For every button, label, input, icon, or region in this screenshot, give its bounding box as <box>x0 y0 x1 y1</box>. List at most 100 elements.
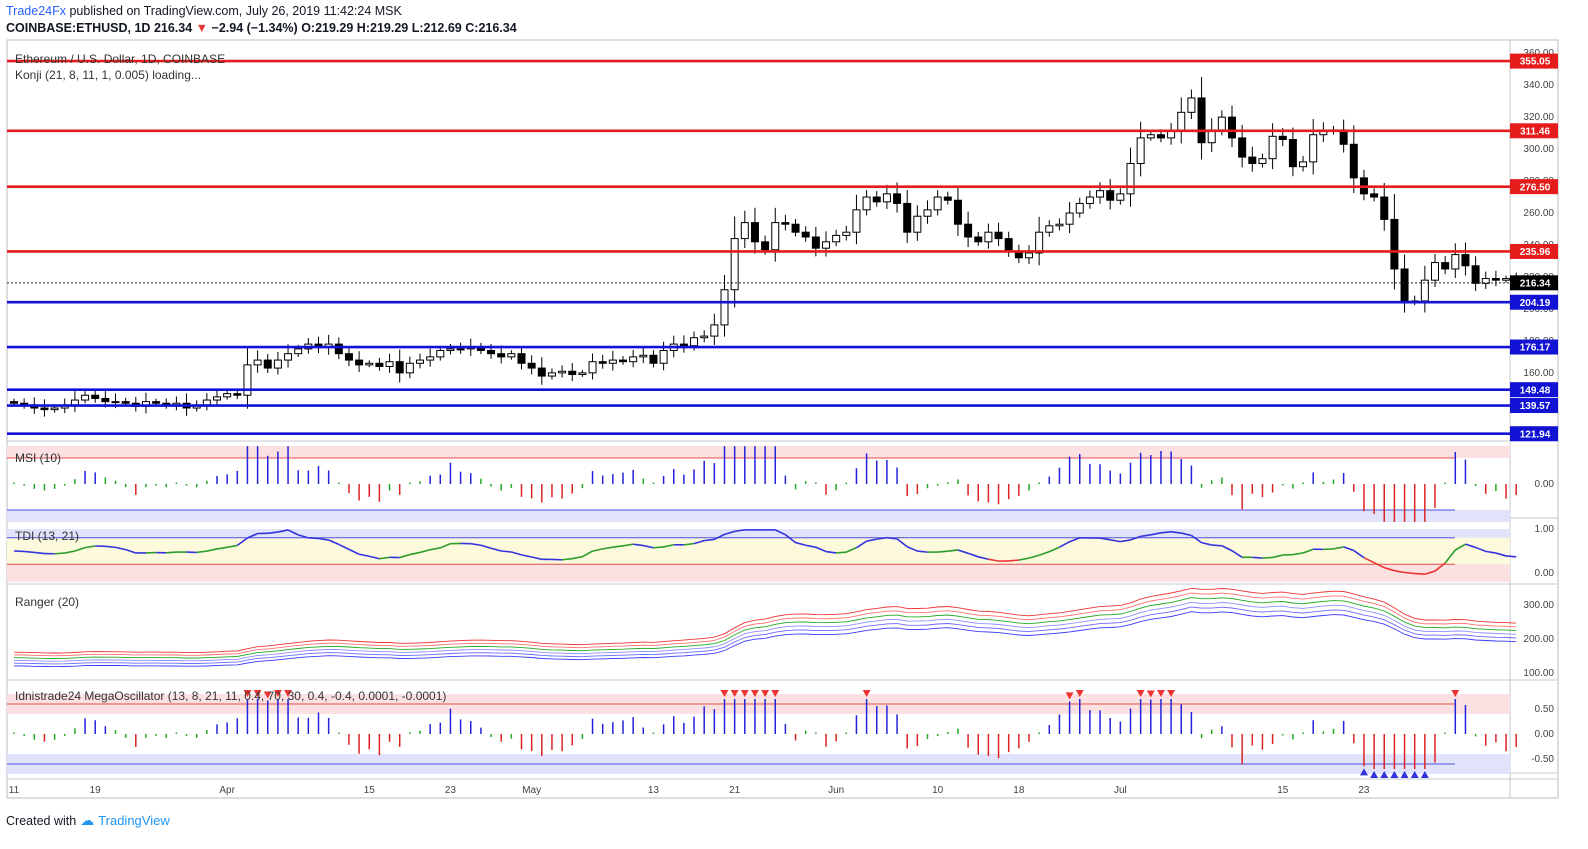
tdi-segment <box>338 543 350 551</box>
tdi-segment <box>622 543 634 547</box>
tdi-segment <box>896 538 908 548</box>
candle-body <box>1441 262 1450 270</box>
sell-signal-icon <box>253 690 262 697</box>
tdi-segment <box>1221 545 1233 552</box>
candle-body <box>1481 278 1490 284</box>
candle-body <box>284 353 293 361</box>
candle-body <box>801 231 810 238</box>
tdi-segment <box>1038 550 1050 557</box>
candle-body <box>50 407 59 411</box>
tdi-segment <box>308 537 319 540</box>
candle-body <box>568 370 577 375</box>
tdi-segment <box>724 530 735 536</box>
tdi-segment <box>886 536 898 540</box>
tdi-segment <box>1363 556 1375 564</box>
x-tick-label: 11 <box>9 785 20 796</box>
tdi-segment <box>430 547 441 551</box>
tdi-segment <box>663 543 674 548</box>
candle-body <box>903 202 912 233</box>
candle-body <box>761 241 770 251</box>
sell-signal-icon <box>750 690 759 697</box>
level-price-tag <box>1510 294 1558 310</box>
candle-body <box>1380 196 1389 220</box>
tdi-segment <box>988 558 999 562</box>
candle-body <box>385 361 394 367</box>
level-price-label: 311.46 <box>1520 126 1550 137</box>
candle-body <box>608 359 617 364</box>
candle-body <box>507 353 516 358</box>
tdi-segment <box>34 551 45 555</box>
candle-body <box>771 222 780 251</box>
tdi-segment <box>358 553 370 558</box>
candle-body <box>700 335 709 339</box>
sell-signal-icon <box>1146 690 1155 698</box>
tdi-segment <box>196 550 207 554</box>
candle-body <box>10 401 18 404</box>
tdi-segment <box>704 538 715 542</box>
candle-body <box>679 343 688 347</box>
tdi-segment <box>74 546 86 552</box>
tdi-segment <box>917 550 928 553</box>
candle-body <box>334 343 343 355</box>
candle-body <box>974 236 983 243</box>
candle-body <box>1085 196 1094 204</box>
ranger-pane-title: Ranger (20) <box>15 595 79 609</box>
tdi-lower-zone <box>7 564 1510 582</box>
tdi-segment <box>825 550 837 554</box>
tdi-segment <box>54 552 65 555</box>
tdi-segment <box>521 554 532 558</box>
sell-signal-icon <box>1065 692 1074 700</box>
tdi-segment <box>369 555 380 560</box>
mega-y-tick-label: 0.50 <box>1535 704 1555 715</box>
candle-body <box>720 289 729 326</box>
candle-body <box>91 394 100 399</box>
candle-body <box>40 407 49 411</box>
tdi-segment <box>967 552 979 558</box>
candle-body <box>933 196 942 211</box>
sell-signal-icon <box>740 690 749 697</box>
candle-body <box>740 222 749 240</box>
main-y-tick-label: 320.00 <box>1523 112 1554 123</box>
candle-body <box>243 364 252 396</box>
tdi-segment <box>1414 572 1425 576</box>
candle-body <box>882 193 891 203</box>
sell-signal-icon <box>720 690 729 697</box>
ranger-band-line-3 <box>13 601 1517 662</box>
tdi-segment <box>277 529 289 533</box>
msi-pane-title: MSI (10) <box>15 451 61 465</box>
candle-body <box>263 359 272 369</box>
tdi-segment <box>774 529 786 536</box>
tdi-segment <box>582 550 593 558</box>
candle-body <box>527 362 536 369</box>
tdi-segment <box>1201 541 1212 546</box>
candle-body <box>872 196 881 203</box>
candle-body <box>1228 116 1236 139</box>
buy-signal-icon <box>1410 771 1419 778</box>
candle-body <box>1025 252 1033 259</box>
candle-body <box>1278 135 1287 141</box>
open-value: 219.29 <box>315 21 354 35</box>
x-tick-label: 15 <box>364 785 376 796</box>
tdi-segment <box>84 545 96 549</box>
candle-body <box>1055 223 1064 227</box>
price: 216.34 <box>153 21 193 35</box>
ranger-band-line-2 <box>13 606 1517 665</box>
tdi-segment <box>1099 537 1111 541</box>
publisher-name[interactable]: Trade24Fx <box>6 4 66 18</box>
tradingview-brand[interactable]: TradingView <box>98 813 170 828</box>
candle-body <box>1400 268 1409 302</box>
tradingview-logo-icon[interactable]: ☁ <box>80 812 95 828</box>
tdi-segment <box>531 556 542 561</box>
tdi-segment <box>206 548 218 552</box>
candle-body <box>1167 131 1176 139</box>
chart-header: Trade24Fx published on TradingView.com, … <box>6 3 517 37</box>
symbol: COINBASE:ETHUSD, 1D <box>6 21 151 35</box>
tdi-line-group <box>13 529 1517 576</box>
sell-signal-icon <box>263 691 272 699</box>
candle-body <box>1065 212 1074 225</box>
candle-body <box>365 362 374 366</box>
candle-body <box>1248 156 1257 164</box>
sell-signal-icon <box>1136 690 1145 697</box>
tdi-segment <box>216 546 228 550</box>
